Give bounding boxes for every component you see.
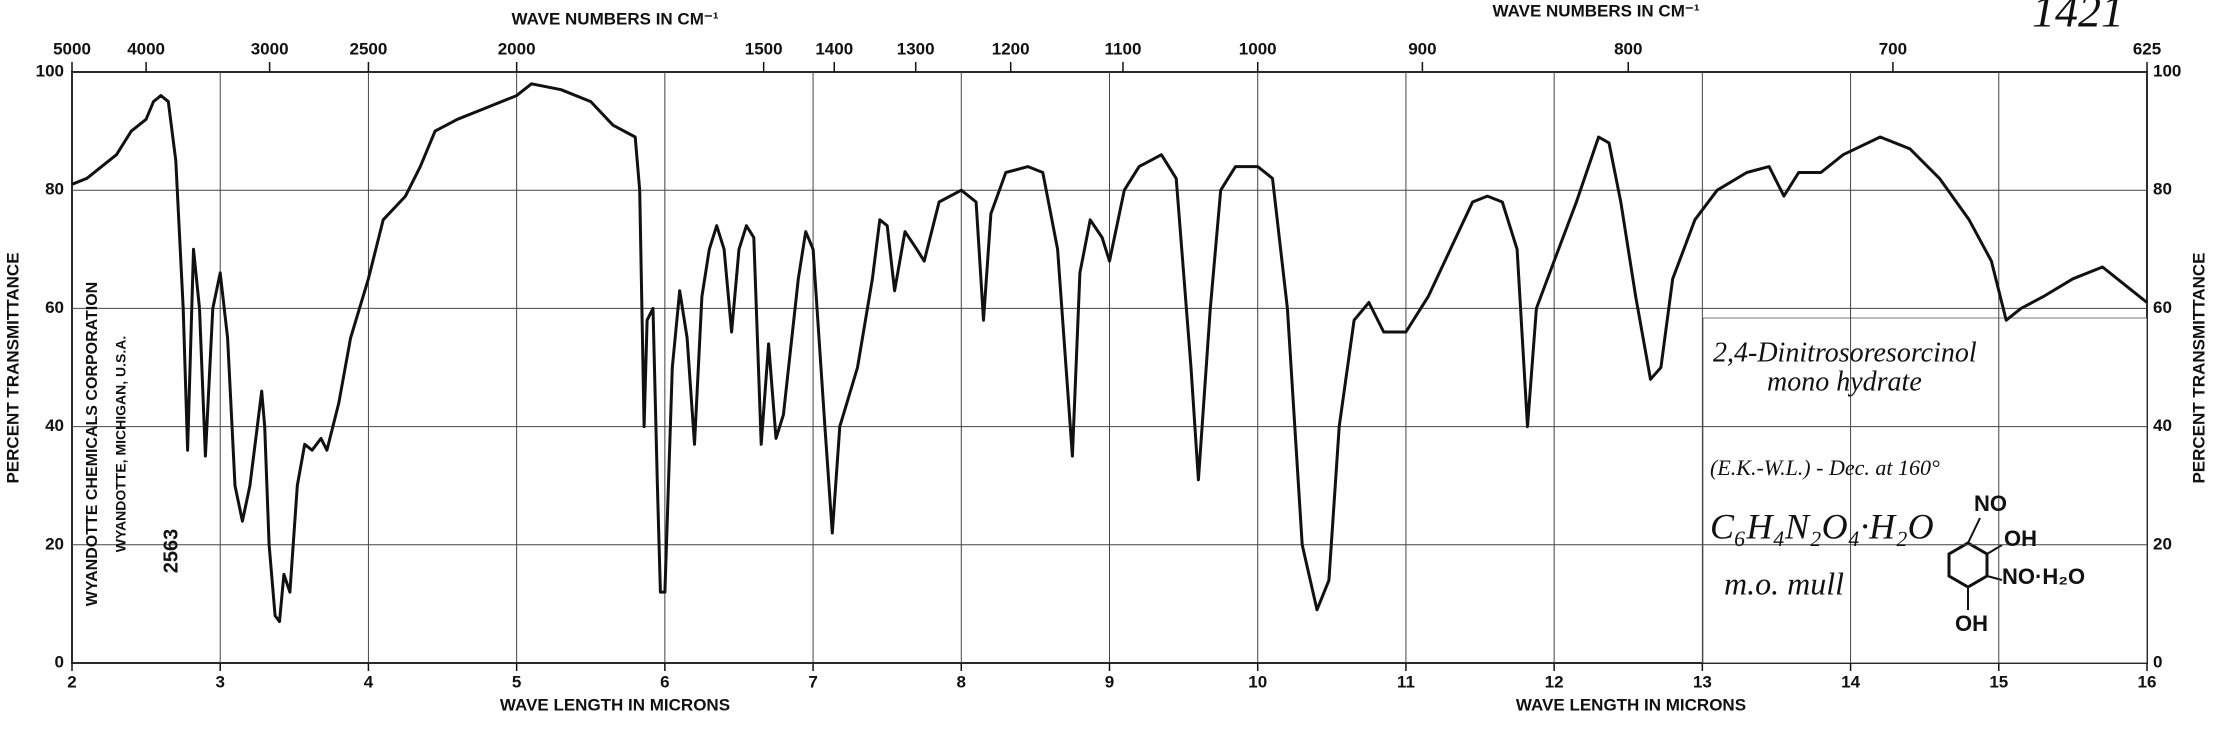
x-tick-label: 8: [957, 672, 966, 691]
y-tick-label: 0: [2153, 652, 2162, 671]
x2-tick-label: 5000: [53, 39, 91, 58]
x2-tick-label: 1100: [1105, 39, 1142, 58]
y-tick-label: 80: [2153, 180, 2172, 199]
x-tick-label: 9: [1105, 672, 1114, 691]
x2-tick-label: 900: [1408, 39, 1436, 58]
y-tick-label: 40: [45, 416, 64, 435]
x-tick-label: 7: [808, 672, 817, 691]
annotation: 2563: [160, 529, 182, 574]
x-tick-label: 5: [512, 672, 521, 691]
x-tick-label: 15: [1989, 672, 2008, 691]
x-tick-label: 16: [2138, 672, 2157, 691]
x2-tick-label: 1400: [815, 39, 853, 58]
x-tick-label: 10: [1248, 672, 1267, 691]
y-axis-label: PERCENT TRANSMITTANCE: [2189, 252, 2208, 483]
y-tick-label: 100: [36, 61, 64, 80]
y-axis-label: PERCENT TRANSMITTANCE: [3, 252, 22, 483]
annotation: m.o. mull: [1724, 565, 1844, 601]
x2-tick-label: 1200: [992, 39, 1030, 58]
x2-axis-label: WAVE NUMBERS IN CM⁻¹: [1493, 1, 1700, 20]
bond: [1986, 544, 2003, 555]
annotation: WYANDOTTE CHEMICALS CORPORATION: [84, 282, 101, 606]
x2-tick-label: 2000: [498, 39, 536, 58]
x-axis-label: WAVE LENGTH IN MICRONS: [500, 695, 730, 714]
x2-tick-label: 1000: [1239, 39, 1277, 58]
annotation: WYANDOTTE, MICHIGAN, U.S.A.: [113, 336, 129, 553]
annotation: 2,4-Dinitrosoresorcinol: [1713, 337, 1977, 368]
y-tick-label: 60: [45, 298, 64, 317]
x-tick-label: 4: [364, 672, 374, 691]
x2-tick-label: 2500: [350, 39, 388, 58]
x2-tick-label: 800: [1614, 39, 1642, 58]
x2-tick-label: 1500: [745, 39, 783, 58]
bond: [1986, 575, 2003, 581]
annotation: NO·H₂O: [2002, 564, 2085, 589]
annotation: OH: [2004, 526, 2037, 551]
x2-tick-label: 700: [1879, 39, 1907, 58]
annotation: C₆H₄N₂O₄·H₂O: [1710, 506, 1934, 546]
annotation: OH: [1955, 611, 1988, 636]
x-tick-label: 6: [660, 672, 669, 691]
x-tick-label: 11: [1397, 672, 1415, 691]
y-tick-label: 60: [2153, 298, 2172, 317]
x2-tick-label: 1300: [897, 39, 935, 58]
annotation: NO: [1974, 491, 2007, 516]
x-tick-label: 14: [1841, 672, 1860, 691]
y-tick-label: 80: [45, 180, 64, 199]
y-tick-label: 0: [55, 652, 64, 671]
x-axis-label: WAVE LENGTH IN MICRONS: [1516, 695, 1746, 714]
x-tick-label: 3: [215, 672, 224, 691]
annotation: 1421: [2032, 0, 2124, 37]
spectrum-line: [71, 82, 2148, 624]
annotation: (E.K.-W.L.) - Dec. at 160°: [1710, 455, 1940, 480]
x-tick-label: 2: [67, 672, 76, 691]
annotation-box: [1702, 317, 2148, 664]
x2-tick-label: 625: [2133, 39, 2161, 58]
y-tick-label: 20: [2153, 534, 2172, 553]
annotation: mono hydrate: [1767, 366, 1922, 397]
y-tick-label: 20: [45, 534, 64, 553]
x-tick-label: 12: [1545, 672, 1564, 691]
x2-axis-label: WAVE NUMBERS IN CM⁻¹: [512, 9, 719, 28]
y-tick-label: 40: [2153, 416, 2172, 435]
x2-tick-label: 3000: [251, 39, 289, 58]
x2-tick-label: 4000: [127, 39, 165, 58]
x-tick-label: 13: [1693, 672, 1712, 691]
y-tick-label: 100: [2153, 61, 2181, 80]
bond: [1967, 517, 1981, 544]
